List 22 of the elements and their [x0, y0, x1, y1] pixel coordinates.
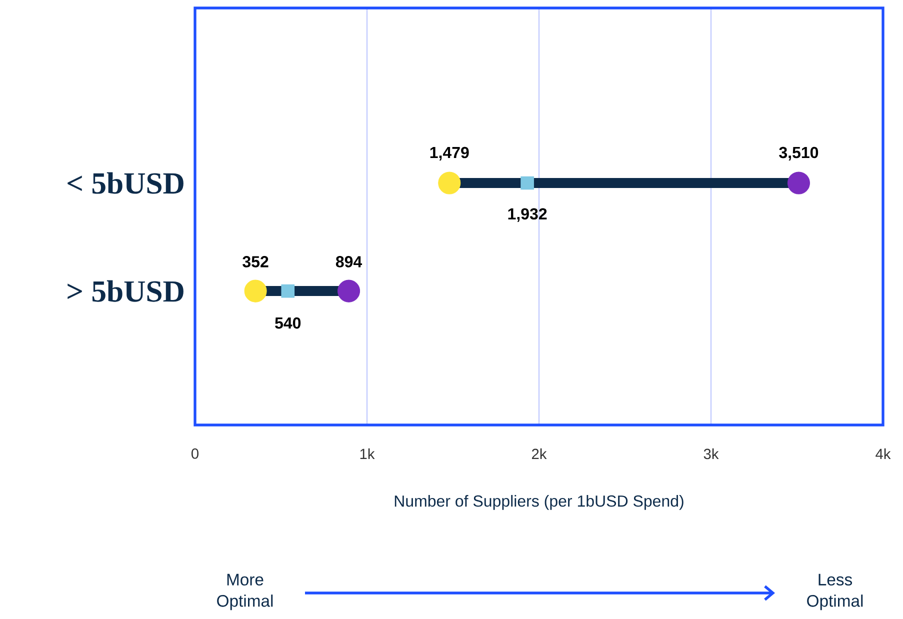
data-label: 3,510 — [779, 146, 818, 160]
y-tick-label: > 5bUSD — [68, 280, 184, 302]
point — [244, 280, 267, 302]
y-tick-label: < 5bUSD — [68, 172, 184, 194]
data-label: 540 — [275, 317, 301, 329]
point — [438, 172, 461, 194]
x-tick-label: 1k — [360, 448, 375, 460]
text: More Optimal — [217, 574, 273, 610]
data-label: 894 — [336, 256, 362, 268]
x-tick-label: 3k — [704, 448, 719, 460]
point — [787, 172, 810, 194]
x-tick-label: 4k — [876, 448, 891, 460]
x-tick-label: 2k — [532, 448, 547, 460]
data-label: 352 — [242, 256, 268, 268]
data-label: 1,479 — [430, 146, 469, 160]
point — [338, 280, 360, 302]
point — [281, 284, 295, 298]
text: Less Optimal — [807, 574, 863, 610]
x-tick-label: 0 — [191, 448, 198, 459]
x-axis-title: Number of Suppliers (per 1bUSD Spend) — [394, 494, 684, 510]
data-label: 1,932 — [508, 208, 547, 222]
point — [520, 176, 534, 190]
